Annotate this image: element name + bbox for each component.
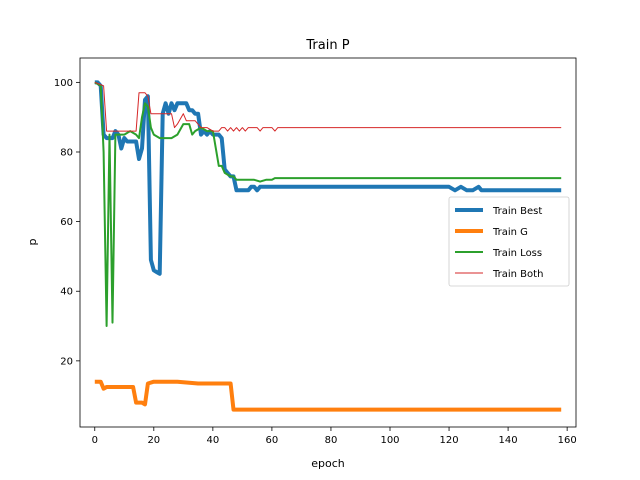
series-line-train-g: [94, 379, 562, 412]
plot-area: [79, 57, 577, 428]
x-tick-label: 80: [325, 435, 338, 446]
x-tick-label: 40: [206, 435, 219, 446]
y-axis-ticks: 20 40 60 80 100: [54, 78, 80, 367]
y-tick-label: 40: [60, 287, 73, 298]
x-tick-label: 0: [92, 435, 98, 446]
x-axis-label: epoch: [311, 457, 345, 470]
chart-title: Train P: [305, 38, 349, 53]
series-layer: [94, 80, 562, 412]
y-axis-label: p: [26, 238, 39, 245]
y-tick-label: 60: [60, 217, 73, 228]
legend-label: Train Both: [492, 269, 543, 280]
y-tick-label: 100: [54, 78, 73, 89]
series-line-train-loss: [94, 81, 562, 327]
series-line-train-both: [94, 81, 562, 132]
legend: Train Best Train G Train Loss Train Both: [448, 196, 570, 287]
y-tick-label: 80: [60, 147, 73, 158]
x-tick-label: 60: [266, 435, 279, 446]
x-axis-ticks: 0 20 40 60 80 100 120 140 160: [92, 427, 577, 446]
legend-label: Train G: [492, 227, 528, 238]
series-line-train-best: [94, 80, 562, 276]
legend-label: Train Best: [492, 206, 542, 217]
x-tick-label: 140: [499, 435, 518, 446]
x-tick-label: 160: [558, 435, 577, 446]
y-tick-label: 20: [60, 356, 73, 367]
x-tick-label: 120: [440, 435, 459, 446]
legend-box: [448, 196, 570, 287]
x-tick-label: 100: [380, 435, 399, 446]
plot-frame: [79, 57, 577, 428]
x-tick-label: 20: [147, 435, 160, 446]
legend-label: Train Loss: [492, 248, 542, 259]
